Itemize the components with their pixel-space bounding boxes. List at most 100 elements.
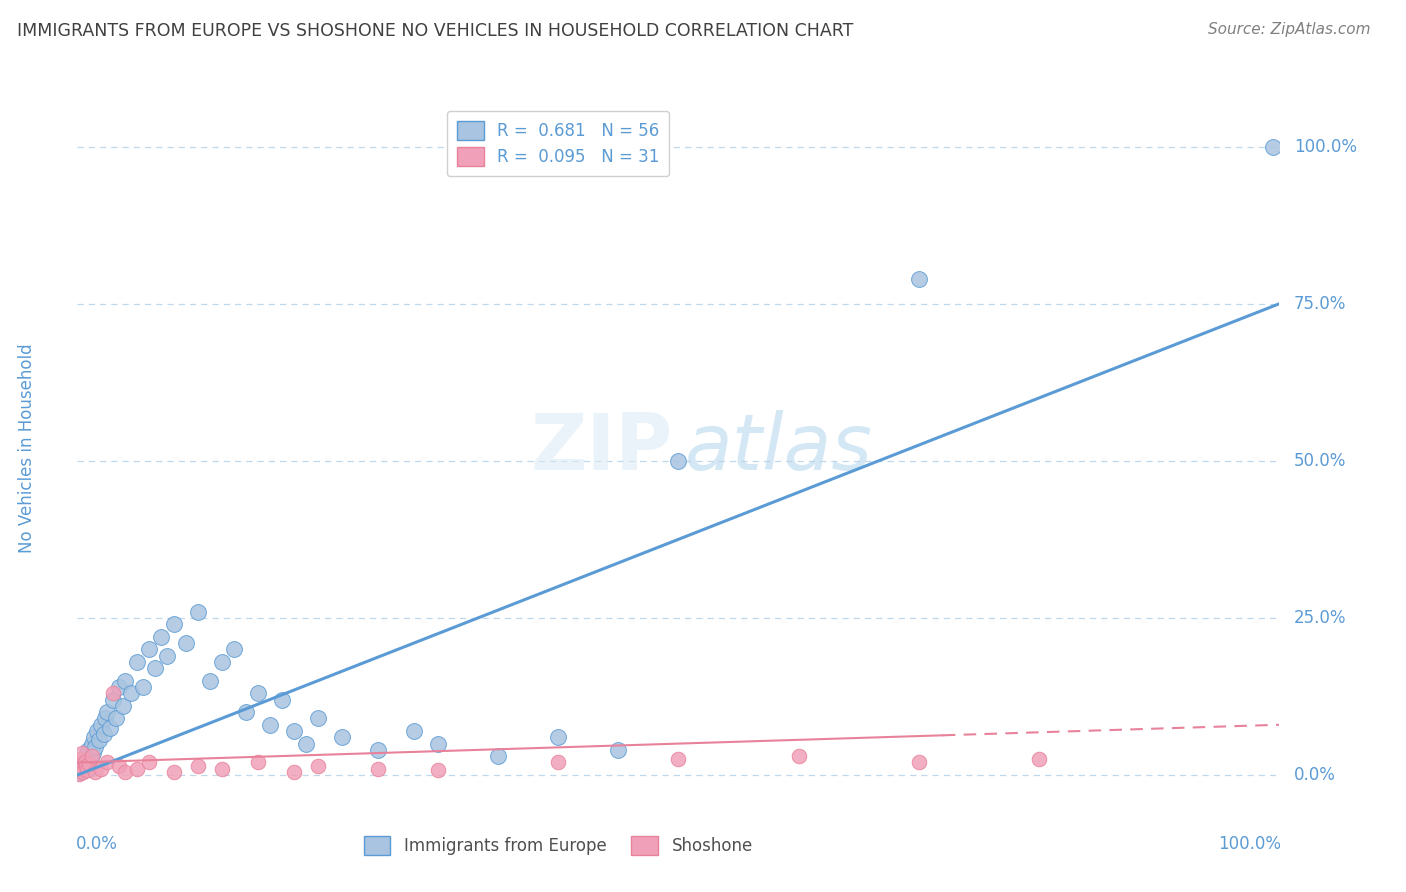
Text: 75.0%: 75.0% <box>1294 294 1347 313</box>
Point <box>132 680 155 694</box>
Text: IMMIGRANTS FROM EUROPE VS SHOSHONE NO VEHICLES IN HOUSEHOLD CORRELATION CHART: IMMIGRANTS FROM EUROPE VS SHOSHONE NO VE… <box>17 22 853 40</box>
Text: No Vehicles in Household: No Vehicles in Household <box>18 343 35 553</box>
Point <box>547 731 569 745</box>
Point <box>908 756 931 770</box>
Point <box>283 724 305 739</box>
Text: atlas: atlas <box>685 410 872 486</box>
Text: ZIP: ZIP <box>530 410 672 486</box>
Legend: Immigrants from Europe, Shoshone: Immigrants from Europe, Shoshone <box>357 829 759 862</box>
Point <box>150 630 173 644</box>
Point <box>270 692 292 706</box>
Point <box>83 731 105 745</box>
Point <box>70 746 93 760</box>
Point <box>186 758 209 772</box>
Point <box>70 762 93 776</box>
Point <box>114 673 136 688</box>
Point <box>367 762 389 776</box>
Point <box>211 762 233 776</box>
Point <box>1263 139 1285 153</box>
Point <box>90 762 112 776</box>
Point <box>72 763 94 777</box>
Point <box>427 737 450 751</box>
Point <box>1028 752 1050 766</box>
Point <box>70 756 93 770</box>
Point <box>76 763 98 777</box>
Point <box>104 711 127 725</box>
Point <box>76 752 98 766</box>
Point <box>72 764 94 779</box>
Point <box>162 617 184 632</box>
Text: 25.0%: 25.0% <box>1294 609 1347 627</box>
Point <box>138 642 160 657</box>
Point <box>80 749 103 764</box>
Point <box>103 686 125 700</box>
Point <box>82 746 104 760</box>
Point <box>668 752 690 766</box>
Point <box>294 737 316 751</box>
Point <box>156 648 179 663</box>
Point <box>127 655 149 669</box>
Point <box>367 743 389 757</box>
Point <box>111 698 134 713</box>
Point <box>138 756 160 770</box>
Point <box>607 743 630 757</box>
Point <box>259 717 281 731</box>
Point <box>307 758 329 772</box>
Point <box>70 760 93 774</box>
Point <box>174 636 197 650</box>
Point <box>283 764 305 779</box>
Point <box>86 724 108 739</box>
Point <box>90 717 112 731</box>
Point <box>77 743 100 757</box>
Point <box>73 756 96 770</box>
Point <box>79 762 101 776</box>
Point <box>427 763 450 777</box>
Point <box>127 762 149 776</box>
Point <box>235 705 257 719</box>
Point <box>93 727 115 741</box>
Point <box>211 655 233 669</box>
Point <box>80 737 103 751</box>
Text: 0.0%: 0.0% <box>1294 766 1336 784</box>
Point <box>908 271 931 285</box>
Point <box>69 764 91 779</box>
Point <box>103 692 125 706</box>
Point <box>330 731 353 745</box>
Text: Source: ZipAtlas.com: Source: ZipAtlas.com <box>1208 22 1371 37</box>
Point <box>307 711 329 725</box>
Text: 100.0%: 100.0% <box>1218 835 1281 854</box>
Point <box>246 756 269 770</box>
Point <box>75 758 97 772</box>
Point <box>162 764 184 779</box>
Text: 50.0%: 50.0% <box>1294 452 1347 470</box>
Point <box>787 749 810 764</box>
Point <box>222 642 245 657</box>
Point <box>108 680 131 694</box>
Point <box>246 686 269 700</box>
Point <box>73 758 96 772</box>
Point <box>108 758 131 772</box>
Point <box>75 749 97 764</box>
Text: 0.0%: 0.0% <box>76 835 118 854</box>
Point <box>186 605 209 619</box>
Point <box>84 739 107 754</box>
Point <box>668 454 690 468</box>
Point <box>87 733 110 747</box>
Point <box>114 764 136 779</box>
Point <box>96 756 118 770</box>
Point <box>547 756 569 770</box>
Point <box>84 764 107 779</box>
Point <box>402 724 425 739</box>
Point <box>120 686 142 700</box>
Point <box>79 750 101 764</box>
Point <box>94 711 117 725</box>
Point <box>98 721 121 735</box>
Point <box>96 705 118 719</box>
Point <box>486 749 509 764</box>
Point <box>67 766 90 780</box>
Point <box>145 661 167 675</box>
Point <box>69 752 91 766</box>
Point <box>198 673 221 688</box>
Point <box>79 756 101 771</box>
Text: 100.0%: 100.0% <box>1294 137 1357 155</box>
